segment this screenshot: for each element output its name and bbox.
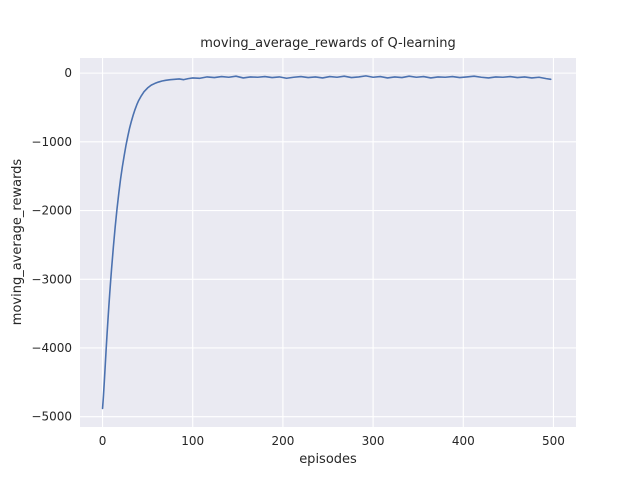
y-axis-label: moving_average_rewards — [10, 159, 25, 326]
y-tick-labels: 0 −1000 −2000 −3000 −4000 −5000 — [31, 66, 72, 424]
x-tick-label: 0 — [99, 434, 107, 448]
x-tick-label: 300 — [362, 434, 385, 448]
y-tick-label: −2000 — [31, 204, 72, 218]
y-tick-label: −1000 — [31, 135, 72, 149]
y-tick-label: −5000 — [31, 410, 72, 424]
y-tick-label: −4000 — [31, 341, 72, 355]
chart-title: moving_average_rewards of Q-learning — [200, 36, 456, 51]
line-series — [101, 75, 552, 410]
gridlines — [80, 58, 576, 427]
x-tick-label: 100 — [181, 434, 204, 448]
x-tick-labels: 0 100 200 300 400 500 — [99, 434, 565, 448]
y-tick-label: −3000 — [31, 272, 72, 286]
x-tick-label: 500 — [542, 434, 565, 448]
plot-area — [80, 58, 576, 427]
x-tick-label: 200 — [271, 434, 294, 448]
y-tick-label: 0 — [64, 66, 72, 80]
x-axis-label: episodes — [299, 452, 357, 467]
x-tick-label: 400 — [452, 434, 475, 448]
